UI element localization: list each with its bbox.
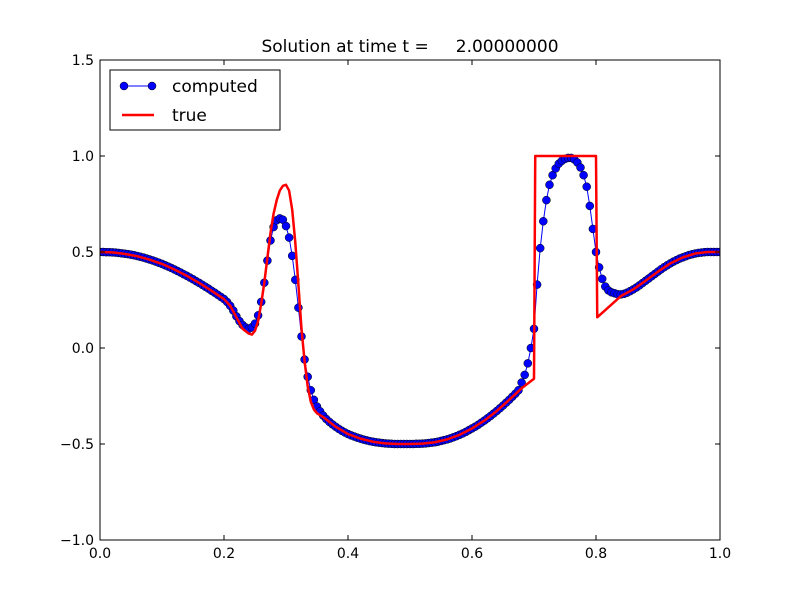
computed-point: [281, 221, 291, 231]
legend-computed-label: computed: [172, 77, 258, 97]
series-true-line: [100, 154, 720, 446]
plot-frame: [99, 59, 721, 541]
computed-point: [535, 243, 545, 253]
ticks-layer: 0.0 0.2 0.4 0.6 0.8 1.0 −1.0 −0.5 0.0 0.5 1.0 1.5: [60, 53, 731, 562]
x-tick-label: 0.8: [585, 546, 607, 562]
x-tick-label: 0.0: [89, 546, 111, 562]
computed-point: [585, 201, 595, 211]
x-tick-label: 0.4: [337, 546, 359, 562]
computed-point: [523, 359, 533, 368]
y-tick-label: −1.0: [60, 533, 94, 549]
computed-point: [520, 370, 529, 380]
plot-area: [100, 60, 720, 540]
computed-point: [542, 195, 551, 205]
computed-point: [576, 163, 585, 172]
y-tick-label: 0.5: [72, 245, 94, 261]
legend-box: [109, 69, 281, 131]
x-tick-label: 0.6: [461, 546, 483, 562]
legend: computed true: [109, 69, 281, 131]
series-layer: [100, 153, 720, 449]
computed-point: [579, 170, 588, 180]
computed-point: [545, 180, 554, 190]
y-tick-label: 1.5: [72, 53, 94, 69]
x-tick-label: 0.2: [213, 546, 235, 562]
y-tick-label: −0.5: [60, 437, 94, 453]
computed-point: [539, 217, 548, 226]
y-tick-label: 0.0: [72, 341, 94, 357]
legend-computed-marker-right: [147, 81, 157, 91]
computed-point: [284, 233, 294, 242]
computed-point: [582, 182, 591, 191]
legend-true-label: true: [172, 106, 207, 126]
computed-point: [517, 378, 526, 387]
computed-point: [597, 274, 607, 284]
x-tick-label: 1.0: [709, 546, 731, 562]
chart-title: Solution at time t = 2.00000000: [261, 37, 558, 57]
y-tick-label: 1.0: [72, 149, 94, 165]
legend-computed-marker-left: [119, 81, 129, 91]
